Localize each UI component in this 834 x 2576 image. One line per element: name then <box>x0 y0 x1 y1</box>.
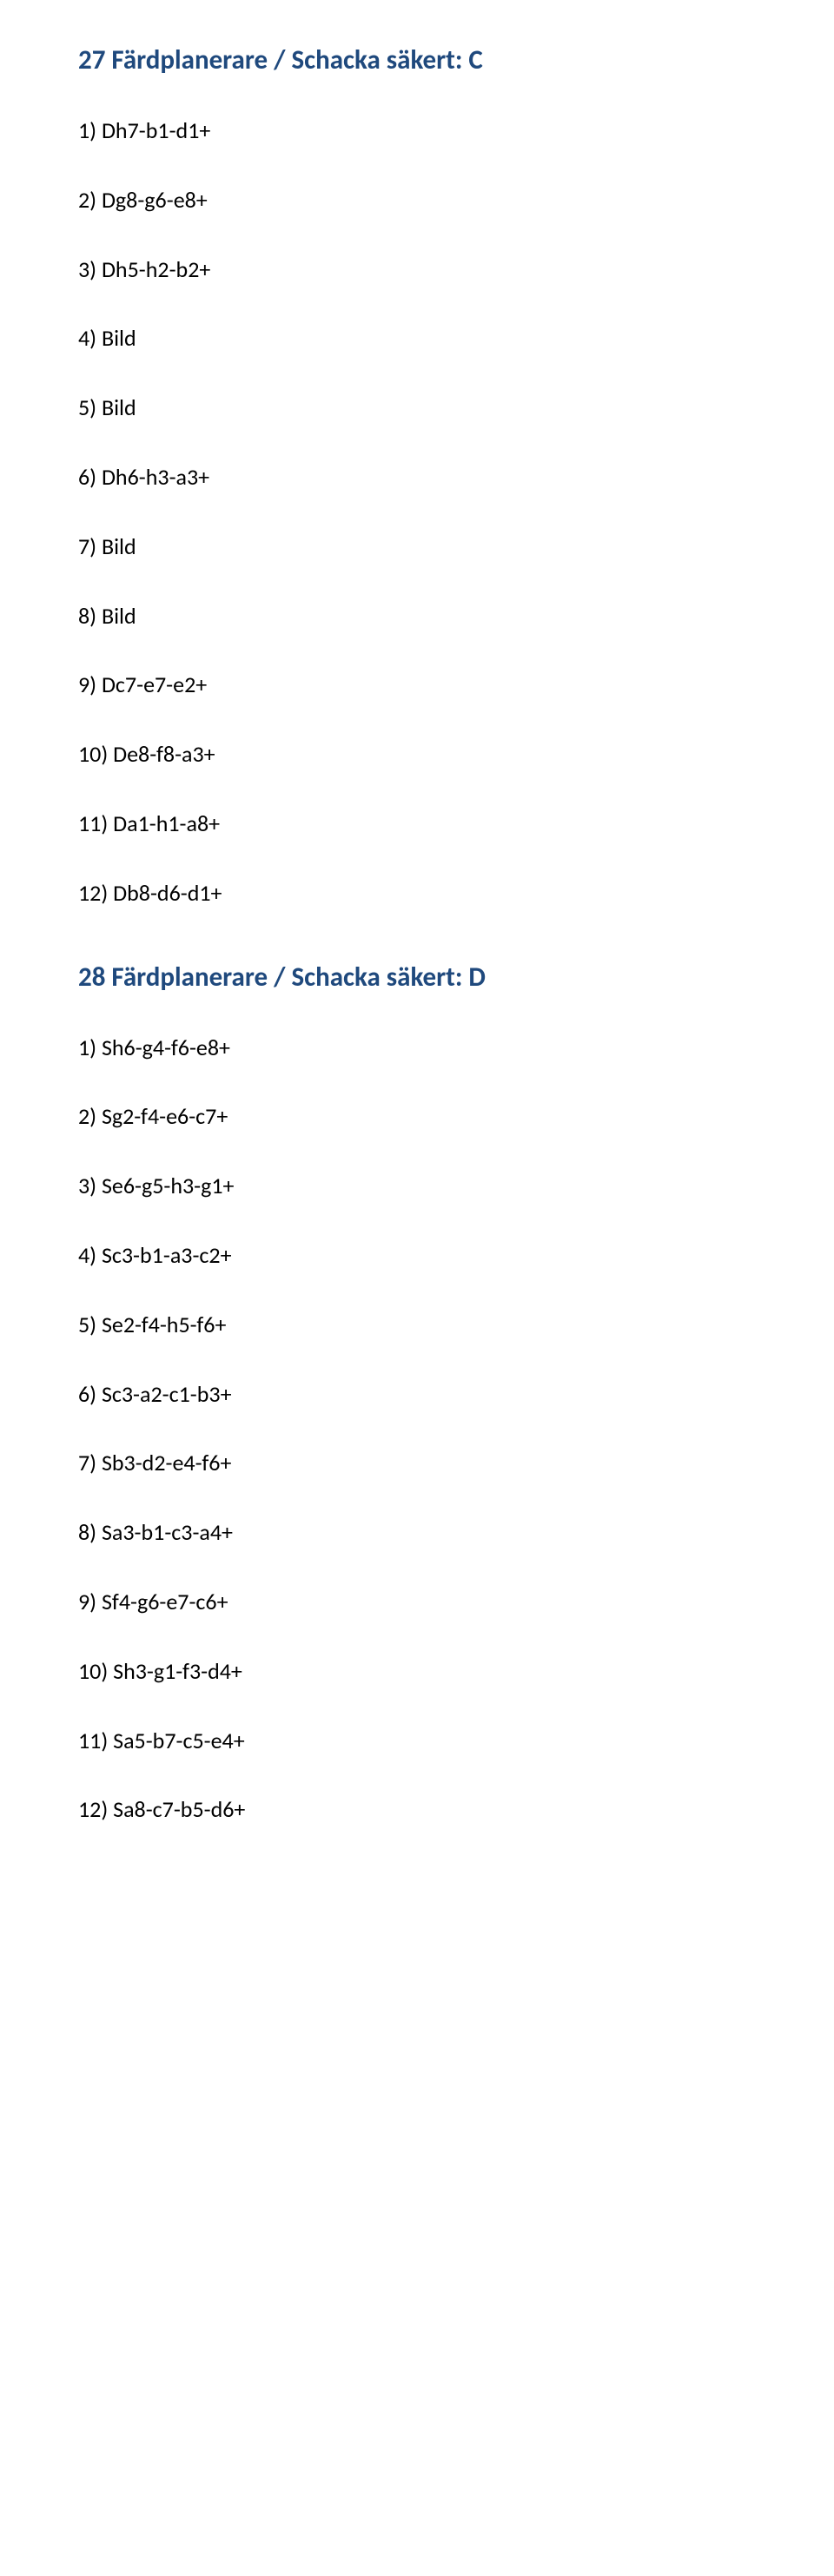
list-item: 8) Sa3-b1-c3-a4+ <box>78 1518 756 1548</box>
list-item: 1) Sh6-g4-f6-e8+ <box>78 1034 756 1063</box>
list-item: 10) Sh3-g1-f3-d4+ <box>78 1657 756 1687</box>
list-item: 6) Dh6-h3-a3+ <box>78 463 756 492</box>
list-item: 6) Sc3-a2-c1-b3+ <box>78 1380 756 1410</box>
list-item: 11) Sa5-b7-c5-e4+ <box>78 1727 756 1756</box>
list-item: 4) Bild <box>78 324 756 353</box>
section-2-title: 28 Färdplanerare / Schacka säkert: D <box>78 961 756 994</box>
list-item: 5) Se2-f4-h5-f6+ <box>78 1311 756 1340</box>
list-item: 11) Da1-h1-a8+ <box>78 809 756 839</box>
list-item: 9) Sf4-g6-e7-c6+ <box>78 1588 756 1617</box>
list-item: 12) Sa8-c7-b5-d6+ <box>78 1795 756 1825</box>
list-item: 2) Sg2-f4-e6-c7+ <box>78 1102 756 1132</box>
list-item: 10) De8-f8-a3+ <box>78 740 756 769</box>
section-1-title: 27 Färdplanerare / Schacka säkert: C <box>78 43 756 76</box>
list-item: 7) Bild <box>78 532 756 562</box>
list-item: 4) Sc3-b1-a3-c2+ <box>78 1241 756 1271</box>
list-item: 3) Se6-g5-h3-g1+ <box>78 1172 756 1201</box>
list-item: 12) Db8-d6-d1+ <box>78 879 756 908</box>
list-item: 5) Bild <box>78 393 756 423</box>
list-item: 9) Dc7-e7-e2+ <box>78 670 756 700</box>
list-item: 2) Dg8-g6-e8+ <box>78 186 756 215</box>
list-item: 1) Dh7-b1-d1+ <box>78 116 756 146</box>
list-item: 7) Sb3-d2-e4-f6+ <box>78 1449 756 1478</box>
list-item: 8) Bild <box>78 602 756 631</box>
list-item: 3) Dh5-h2-b2+ <box>78 255 756 285</box>
